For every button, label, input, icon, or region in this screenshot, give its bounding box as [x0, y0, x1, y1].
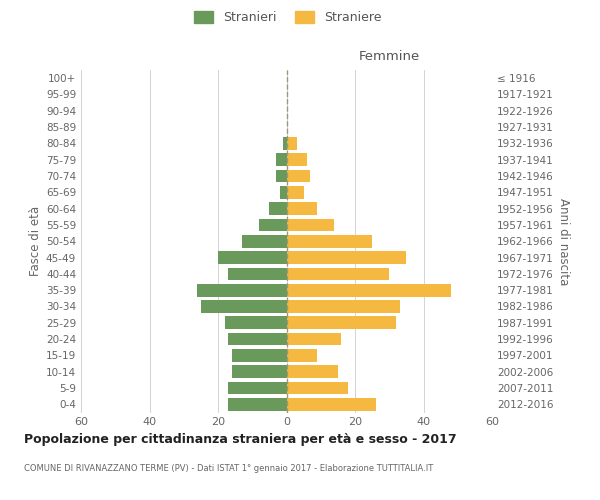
Bar — [232, 349, 287, 362]
Bar — [242, 235, 287, 248]
Bar — [269, 202, 287, 215]
Bar — [287, 218, 334, 232]
Y-axis label: Fasce di età: Fasce di età — [29, 206, 42, 276]
Bar — [287, 202, 317, 215]
Bar — [287, 316, 396, 329]
Bar — [287, 332, 341, 345]
Bar — [287, 251, 406, 264]
Bar — [201, 300, 287, 313]
Bar — [287, 137, 297, 150]
Y-axis label: Anni di nascita: Anni di nascita — [557, 198, 570, 285]
Bar — [287, 235, 372, 248]
Bar — [287, 186, 304, 198]
Bar — [287, 398, 376, 410]
Text: Popolazione per cittadinanza straniera per età e sesso - 2017: Popolazione per cittadinanza straniera p… — [24, 432, 457, 446]
Bar — [287, 268, 389, 280]
Bar — [197, 284, 287, 296]
Bar — [287, 349, 317, 362]
Bar — [218, 251, 287, 264]
Bar — [287, 170, 310, 182]
Bar — [228, 382, 287, 394]
Bar — [287, 300, 400, 313]
Bar — [283, 137, 287, 150]
Bar — [287, 154, 307, 166]
Bar — [276, 170, 287, 182]
Bar — [228, 332, 287, 345]
Bar — [232, 366, 287, 378]
Bar — [287, 382, 348, 394]
Bar — [280, 186, 287, 198]
Bar — [287, 366, 338, 378]
Bar — [225, 316, 287, 329]
Bar — [276, 154, 287, 166]
Text: Maschi: Maschi — [0, 50, 1, 63]
Bar — [287, 284, 451, 296]
Bar — [228, 268, 287, 280]
Text: COMUNE DI RIVANAZZANO TERME (PV) - Dati ISTAT 1° gennaio 2017 - Elaborazione TUT: COMUNE DI RIVANAZZANO TERME (PV) - Dati … — [24, 464, 433, 473]
Text: Femmine: Femmine — [359, 50, 420, 63]
Bar — [259, 218, 287, 232]
Bar — [228, 398, 287, 410]
Legend: Stranieri, Straniere: Stranieri, Straniere — [190, 6, 386, 29]
